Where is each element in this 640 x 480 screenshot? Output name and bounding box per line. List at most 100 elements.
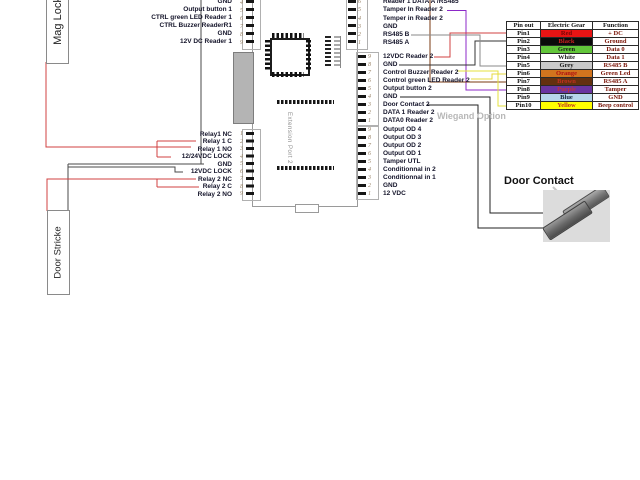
table-row: Pin4 White Data 1	[506, 53, 639, 62]
right-c-numbers: 9 8 7 6 5 4 3 2 1	[368, 126, 377, 198]
pin-number: 3	[358, 23, 361, 30]
door-strike-box: Door Stricke	[47, 210, 70, 295]
pin-label: DATA0 Reader 2	[383, 117, 433, 124]
right-c-bracket	[356, 125, 379, 200]
pin-label: Conditionnal in 2	[383, 166, 436, 173]
brown-rs485a-wire	[429, 0, 506, 83]
pin-label: Relay 2 NC	[198, 175, 232, 183]
pin-label: GND	[217, 160, 232, 168]
mag-lock-box: Mag Lock	[46, 0, 69, 64]
pin-label: Output OD 3	[383, 134, 422, 141]
pin-number: 9	[368, 54, 371, 60]
fn-cell: Data 0	[592, 45, 639, 54]
mcu-chip	[270, 38, 310, 76]
header-row-bottom	[277, 166, 334, 170]
pin-label: GND	[383, 61, 398, 68]
chip-pins-top	[272, 33, 304, 38]
table-header-row: Pin out Electric Gear Function	[506, 21, 639, 30]
door-contact-photo	[543, 190, 610, 242]
pin-number: 5	[240, 8, 243, 14]
color-cell: Black	[540, 37, 593, 46]
table-row: Pin9 Blue GND	[506, 93, 639, 102]
pin-number: 2	[368, 183, 371, 189]
pin-label: GND	[383, 182, 398, 189]
pin-label: Conditionnal in 1	[383, 174, 436, 181]
pin-cell: Pin3	[506, 45, 541, 54]
pin-cell: Pin2	[506, 37, 541, 46]
pin-number: 2	[368, 110, 371, 116]
pin-label: Output OD 2	[383, 142, 422, 149]
pin-label: Tamper In Reader 2	[383, 6, 443, 14]
pin-label: Output OD 1	[383, 150, 422, 157]
pin-cell: Pin1	[506, 29, 541, 38]
pin-cell: Pin9	[506, 93, 541, 102]
yellow-beep-wire	[457, 70, 506, 107]
right-a-bracket	[346, 0, 368, 50]
relay-pads	[246, 132, 254, 198]
pin-number: 9	[240, 40, 243, 46]
pin-number: 4	[358, 15, 361, 22]
pin-label: Temper in Reader 2	[383, 14, 443, 22]
pin-cell: Pin4	[506, 53, 541, 62]
pin-number: 3	[368, 102, 371, 108]
pin-cell: Pin7	[506, 77, 541, 86]
fn-cell: Beep control	[592, 101, 639, 110]
right-b-pads	[358, 55, 366, 122]
board-tab	[295, 204, 319, 213]
pin-number: 6	[240, 16, 243, 22]
pin-number: 6	[368, 78, 371, 84]
pin-label: RS485 A	[383, 39, 410, 47]
pin-label: Relay 1 NO	[197, 145, 232, 153]
door-strike-wire	[46, 178, 157, 211]
pin-number: 2	[358, 32, 361, 39]
right-c-pads	[358, 128, 366, 195]
pin-number: 1	[240, 131, 243, 137]
door-contact-label: Door Contact	[504, 175, 574, 187]
chip-pins-bottom	[272, 72, 304, 77]
pin-number: 9	[368, 127, 371, 133]
pin-number: 6	[368, 151, 371, 157]
pin-label: Relay 2 NO	[197, 190, 232, 198]
door-contact-wire-1	[400, 96, 543, 214]
pin-number: 8	[368, 62, 371, 68]
pin-label: Relay 2 C	[202, 183, 232, 190]
pin-label: GND	[217, 0, 232, 5]
table-row: Pin3 Green Data 0	[506, 45, 639, 54]
pin-label: Output button 1	[183, 6, 232, 13]
pin-number: 1	[368, 118, 371, 124]
mag-lock-wire	[45, 62, 191, 148]
pin-label: RS485 B	[383, 31, 410, 39]
extension-port-label: Extension Port 2	[286, 111, 292, 165]
pin-number: 7	[240, 24, 243, 30]
pin-number: 4	[240, 153, 243, 160]
left-top-labels: GND Output button 1 CTRL green LED Reader …	[50, 0, 232, 46]
pin-label: Control Buzzer Reader 2	[383, 69, 459, 76]
pin-number: 8	[368, 135, 371, 141]
pin-number: 4	[240, 0, 243, 6]
pin-number: 3	[240, 146, 243, 152]
wiegand-option-note: Wiegand Option	[437, 111, 506, 121]
door-contact-wire-2	[427, 104, 543, 229]
pin-label: 12/24VDC LOCK	[181, 153, 232, 160]
table-row: Pin5 Grey RS485 B	[506, 61, 639, 70]
fn-cell: Data 1	[592, 53, 639, 62]
pin-label: Output OD 4	[383, 126, 422, 133]
red-dc-wire	[434, 32, 506, 58]
wiegand-pinout-table: Pin out Electric Gear Function Pin1 Red + …	[506, 21, 639, 110]
pin-label: 12V DC Reader 1	[179, 38, 232, 45]
pin-number: 1	[368, 191, 371, 197]
left-top-pads	[246, 0, 254, 46]
pin-label: GND	[217, 30, 232, 37]
right-b-bracket	[356, 52, 379, 127]
color-cell: Green	[540, 45, 593, 54]
pin-cell: Pin6	[506, 69, 541, 78]
pin-number: 7	[240, 176, 243, 182]
pin-number: 1	[358, 40, 361, 47]
12vdc-lock-wire	[68, 166, 183, 173]
grey-rs485b-wire	[411, 34, 506, 67]
pin-label: 12VDC LOCK	[190, 168, 232, 175]
chip-pins-left	[265, 40, 270, 70]
pin-number: 4	[368, 94, 371, 100]
table-row: Pin8 Purple Tamper	[506, 85, 639, 94]
